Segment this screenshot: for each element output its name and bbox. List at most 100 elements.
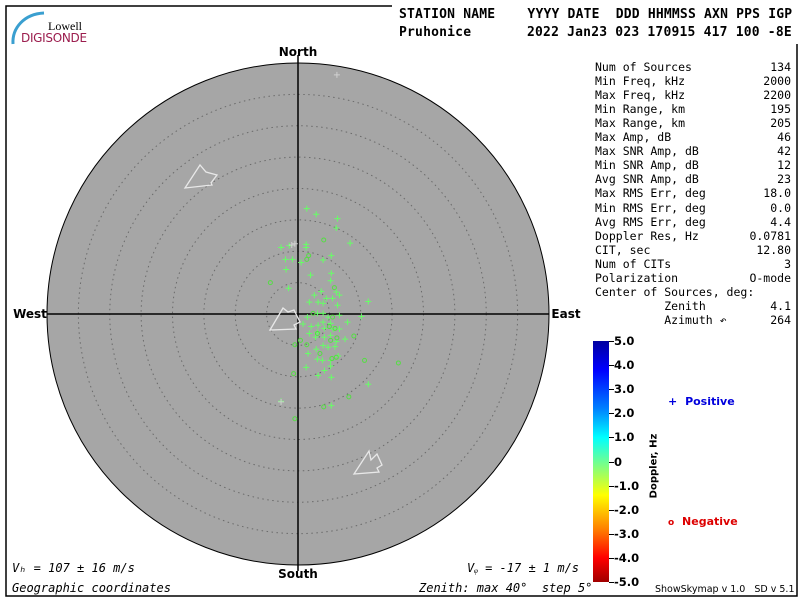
compass-south: South	[278, 567, 318, 581]
stat-value: 195	[770, 102, 791, 117]
header-labels: STATION NAME YYYY DATE DDD HHMMSS AXN PP…	[399, 7, 793, 22]
source-positive	[323, 295, 330, 302]
source-positive	[333, 71, 340, 78]
stat-label: CIT, sec	[595, 242, 651, 257]
vertical-velocity: Vᵩ = -17 ± 1 m/s	[467, 561, 580, 575]
source-negative	[310, 310, 316, 316]
source-negative	[267, 280, 273, 286]
version-info: ShowSkymap v 1.0 SD v 5.1	[655, 584, 795, 595]
source-negative	[333, 354, 339, 360]
source-positive	[328, 402, 335, 409]
colorbar-tick-mark	[609, 365, 614, 367]
source-positive	[365, 298, 372, 305]
stat-value: 3	[784, 256, 791, 271]
source-positive	[327, 363, 334, 370]
source-positive	[315, 299, 322, 306]
source-positive	[278, 244, 285, 251]
stat-row: Max Range, km 205	[595, 116, 791, 130]
source-positive	[312, 334, 319, 341]
stat-row: Zenith 4.1	[595, 299, 791, 313]
stat-label: Max Range, km	[595, 116, 686, 131]
colorbar-tick: 1.0	[614, 430, 635, 445]
stat-label: Num of CITs	[595, 256, 672, 271]
stat-row: Max Freq, kHz 2200	[595, 88, 791, 102]
source-positive	[314, 356, 321, 363]
source-positive	[321, 325, 328, 332]
source-positive	[305, 350, 312, 357]
source-positive	[282, 256, 289, 263]
source-negative	[317, 351, 323, 357]
stat-value: 12.80	[756, 242, 791, 257]
source-positive	[288, 241, 295, 248]
compass-west: West	[13, 307, 47, 321]
source-positive	[365, 381, 372, 388]
source-positive	[320, 310, 327, 317]
source-negative	[321, 404, 327, 410]
stat-row: Min Freq, kHz 2000	[595, 74, 791, 88]
colorbar-tick: -1.0	[614, 478, 640, 493]
stat-label: Avg SNR Amp, dB	[595, 172, 699, 187]
doppler-colorbar	[593, 341, 609, 582]
source-negative	[321, 237, 327, 243]
colorbar-tick: -5.0	[614, 575, 640, 589]
stat-label: Max Amp, dB	[595, 130, 672, 145]
source-negative	[314, 330, 320, 336]
source-positive	[303, 205, 310, 212]
stat-label: Min RMS Err, deg	[595, 200, 706, 215]
source-positive	[303, 364, 310, 371]
stat-value: 134	[770, 60, 791, 74]
source-negative	[291, 371, 297, 377]
source-negative	[329, 356, 335, 362]
stat-value: O-mode	[749, 270, 791, 285]
stat-value: 2000	[763, 74, 791, 89]
stat-label: Polarization	[595, 270, 679, 285]
stat-label: Zenith	[595, 298, 706, 313]
stat-row: Doppler Res, Hz 0.0781	[595, 229, 791, 243]
source-positive	[306, 299, 313, 306]
source-positive	[286, 242, 293, 249]
compass-north: North	[278, 45, 318, 59]
colorbar-tick-mark	[609, 461, 614, 463]
source-positive	[329, 295, 336, 302]
source-positive	[298, 259, 305, 266]
source-positive	[333, 225, 340, 232]
stat-value: 205	[770, 116, 791, 131]
source-positive	[347, 240, 354, 247]
source-positive	[315, 372, 322, 379]
source-negative	[292, 342, 298, 348]
source-negative	[334, 335, 340, 341]
colorbar-tick: 3.0	[614, 382, 635, 397]
stat-value: 4.4	[770, 214, 791, 229]
source-positive	[320, 342, 327, 349]
source-negative	[326, 324, 332, 330]
source-negative	[304, 256, 310, 262]
header-values: 2022 Jan23 023 170915 417 100 -8E	[527, 25, 792, 40]
station-name: Pruhonice	[399, 25, 472, 40]
stat-row: Num of Sources 134	[595, 60, 791, 74]
stat-row: Max Amp, dB 46	[595, 130, 791, 144]
source-positive	[342, 336, 349, 343]
direction-arrow-icon	[268, 307, 301, 331]
colorbar-tick: -3.0	[614, 526, 640, 541]
colorbar-tick-mark	[609, 582, 614, 583]
source-positive	[320, 319, 327, 326]
stat-row: Min SNR Amp, dB 12	[595, 158, 791, 172]
source-positive	[320, 300, 327, 307]
stat-label: Max RMS Err, deg	[595, 186, 706, 201]
source-positive	[315, 322, 322, 329]
stat-label: Doppler Res, Hz	[595, 228, 699, 243]
source-positive	[327, 277, 334, 284]
legend-positive: + Positive	[668, 395, 735, 408]
source-positive	[325, 344, 332, 351]
stat-label: Num of Sources	[595, 60, 692, 74]
stat-row: Avg RMS Err, deg 4.4	[595, 215, 791, 229]
source-negative	[306, 253, 312, 259]
source-positive	[306, 330, 313, 337]
source-negative	[304, 342, 310, 348]
source-positive	[289, 256, 296, 263]
stat-label: Avg RMS Err, deg	[595, 214, 706, 229]
stat-value: 46	[777, 130, 791, 145]
stat-label: Min SNR Amp, dB	[595, 158, 699, 173]
source-positive	[285, 285, 292, 292]
stat-row: Azimuth ↶ 264	[595, 313, 791, 327]
